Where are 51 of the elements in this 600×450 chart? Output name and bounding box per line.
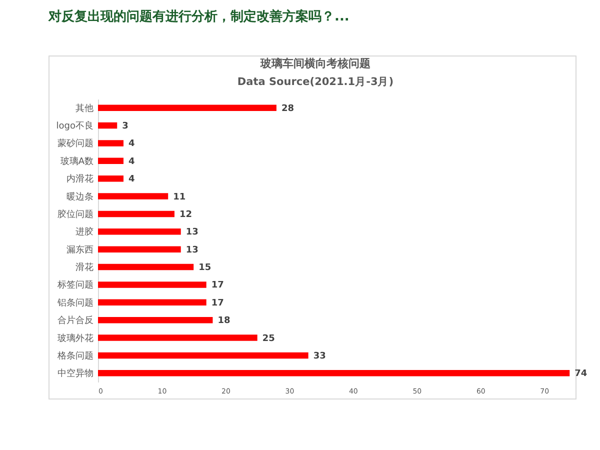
y-tick-label: 合片合反 bbox=[58, 315, 94, 326]
y-tick-label: 玻璃A数 bbox=[60, 156, 94, 167]
y-tick-label: 标签问题 bbox=[56, 280, 94, 291]
y-tick-label: 格条问题 bbox=[56, 350, 94, 362]
data-label: 17 bbox=[211, 298, 224, 308]
data-label: 74 bbox=[574, 369, 588, 380]
data-label: 13 bbox=[186, 245, 198, 256]
y-tick-label: 铝条问题 bbox=[56, 297, 94, 308]
bar bbox=[98, 299, 206, 306]
chart-title: 对反复出现的问题有进行分析，制定改善方案吗？... bbox=[48, 8, 350, 24]
data-label: 25 bbox=[262, 334, 275, 344]
bar bbox=[98, 210, 174, 218]
y-tick-label: 其他 bbox=[76, 102, 94, 114]
bar bbox=[98, 246, 181, 252]
y-tick-label: 漏东西 bbox=[66, 244, 94, 256]
bar bbox=[98, 158, 124, 164]
bar bbox=[98, 122, 118, 129]
data-label: 15 bbox=[198, 263, 212, 274]
data-label: 4 bbox=[128, 174, 135, 185]
data-label: 33 bbox=[313, 351, 326, 362]
data-label: 4 bbox=[128, 156, 135, 167]
data-label: 3 bbox=[122, 122, 128, 132]
data-label: 28 bbox=[281, 104, 294, 114]
bar bbox=[98, 176, 124, 182]
y-tick-label: 蒙砂问题 bbox=[58, 138, 94, 150]
data-label: 13 bbox=[186, 228, 198, 238]
data-label: 12 bbox=[179, 210, 192, 220]
bar bbox=[98, 317, 213, 324]
y-tick-label: logo不良 bbox=[56, 120, 94, 132]
bar bbox=[98, 140, 124, 146]
bar bbox=[98, 370, 570, 376]
bar bbox=[98, 228, 181, 235]
y-tick-label: 暖边条 bbox=[66, 191, 94, 202]
y-tick-label: 玻璃外花 bbox=[58, 332, 94, 344]
bar bbox=[98, 193, 168, 200]
data-label: 4 bbox=[128, 139, 135, 150]
bar bbox=[98, 282, 206, 288]
y-tick-label: 进胶 bbox=[76, 226, 94, 238]
bar bbox=[98, 264, 194, 270]
bar bbox=[98, 104, 276, 111]
bar bbox=[98, 334, 258, 341]
source-note: Data Source(2021.1月-3月) bbox=[237, 76, 394, 88]
data-label: 11 bbox=[173, 192, 186, 202]
y-tick-label: 中空异物 bbox=[58, 368, 94, 380]
y-tick-label: 胶位问题 bbox=[58, 208, 94, 220]
data-label: 17 bbox=[211, 280, 224, 291]
bar bbox=[98, 352, 308, 359]
chart-subtitle: 玻璃车间横向考核问题 bbox=[259, 57, 370, 70]
y-tick-label: 滑花 bbox=[76, 262, 94, 274]
data-label: 18 bbox=[218, 316, 230, 326]
y-tick-label: 内滑花 bbox=[66, 174, 94, 185]
